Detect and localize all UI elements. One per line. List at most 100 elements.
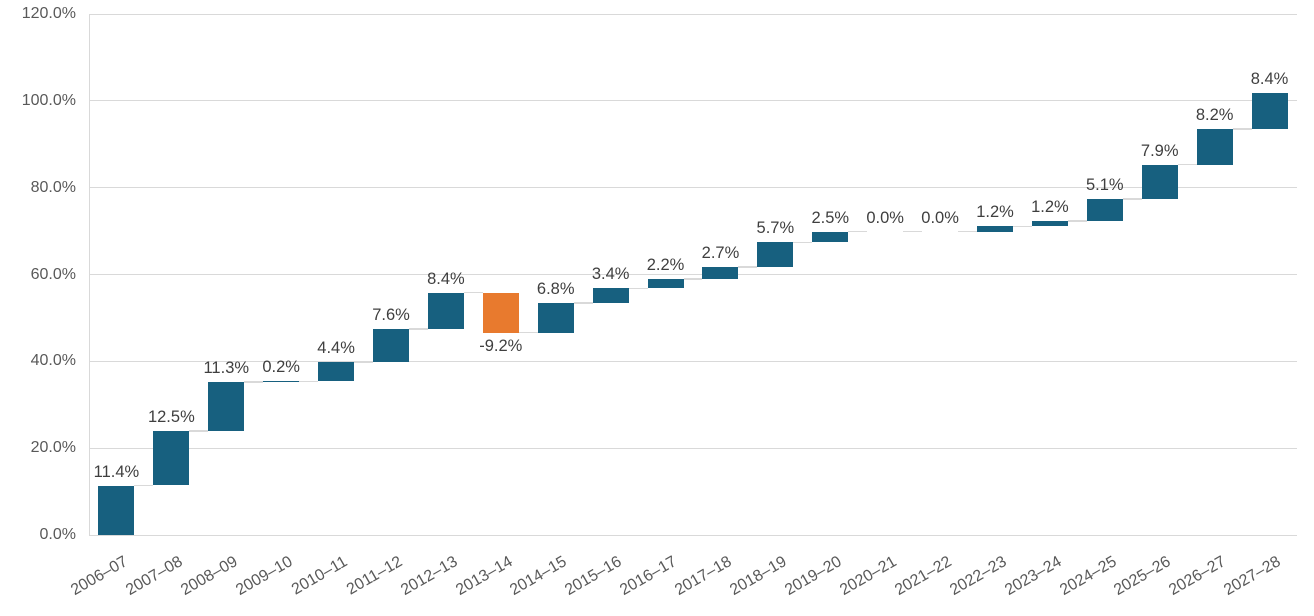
x-axis-tick-label: 2010–11 xyxy=(288,553,351,599)
bar-data-label: 1.2% xyxy=(1031,198,1069,217)
x-axis-tick-label: 2020–21 xyxy=(836,553,900,600)
y-axis-tick-label: 40.0% xyxy=(30,352,76,370)
waterfall-bar-increase xyxy=(1031,221,1068,227)
y-gridline xyxy=(89,274,1297,275)
x-axis-tick-label: 2017–18 xyxy=(672,553,735,600)
waterfall-bar-increase xyxy=(373,329,409,363)
waterfall-bar-increase xyxy=(812,231,849,243)
bar-data-label: -9.2% xyxy=(479,336,523,355)
x-axis-tick-label: 2026–27 xyxy=(1166,553,1229,600)
waterfall-connector xyxy=(518,331,538,334)
waterfall-bar-increase xyxy=(427,292,464,330)
waterfall-bar-increase xyxy=(757,242,794,268)
x-axis-tick-label: 2023–24 xyxy=(1001,553,1065,600)
bar-data-label: 8.2% xyxy=(1195,106,1234,125)
bar-data-label: 8.4% xyxy=(1250,69,1289,88)
waterfall-bar-increase xyxy=(647,278,684,289)
waterfall-connector xyxy=(299,380,319,383)
waterfall-connector xyxy=(1067,220,1087,222)
x-axis-tick-label: 2018–19 xyxy=(727,553,790,600)
waterfall-connector xyxy=(463,291,483,294)
waterfall-connector xyxy=(738,266,758,268)
bar-data-label: 5.1% xyxy=(1086,175,1124,194)
waterfall-bar-increase xyxy=(1196,129,1233,165)
waterfall-connector xyxy=(683,278,703,280)
y-axis-line xyxy=(89,14,90,535)
waterfall-bar-increase xyxy=(702,267,739,279)
waterfall-connector xyxy=(189,430,209,432)
bar-data-label: 5.7% xyxy=(756,219,795,238)
x-axis-tick-label: 2027–28 xyxy=(1221,553,1284,600)
x-axis-tick-label: 2011–12 xyxy=(343,553,406,599)
waterfall-bar-increase xyxy=(977,226,1013,232)
waterfall-bar-increase xyxy=(263,381,300,383)
bar-data-label: 12.5% xyxy=(147,408,195,427)
waterfall-connector xyxy=(1177,163,1197,166)
y-gridline xyxy=(89,13,1297,15)
y-gridline xyxy=(89,447,1297,449)
x-axis-tick-label: 2021–22 xyxy=(891,553,955,600)
waterfall-connector xyxy=(958,230,977,233)
waterfall-connector xyxy=(903,230,923,233)
y-gridline xyxy=(89,534,1297,536)
bar-data-label: 2.7% xyxy=(701,244,740,263)
bar-data-label: 0.2% xyxy=(262,358,300,377)
x-axis-tick-label: 2012–13 xyxy=(397,553,461,600)
bar-data-label: 8.4% xyxy=(427,269,465,288)
y-gridline xyxy=(89,360,1297,362)
x-axis-tick-label: 2016–17 xyxy=(617,553,680,600)
waterfall-bar-increase xyxy=(98,485,135,535)
waterfall-bar-increase xyxy=(592,288,629,304)
x-axis-tick-label: 2019–20 xyxy=(782,553,845,600)
waterfall-bar-increase xyxy=(1141,164,1178,199)
x-axis-tick-label: 2014–15 xyxy=(507,553,570,600)
waterfall-bar-decrease xyxy=(482,292,519,333)
bar-data-label: 3.4% xyxy=(591,265,630,284)
x-axis-tick-label: 2024–25 xyxy=(1056,553,1120,600)
waterfall-connector xyxy=(1122,198,1142,200)
waterfall-connector xyxy=(573,302,593,304)
x-axis-tick-label: 2025–26 xyxy=(1111,553,1174,600)
x-axis-tick-label: 2006–07 xyxy=(68,553,131,600)
bar-data-label: 2.2% xyxy=(646,255,685,274)
bar-data-label: 7.9% xyxy=(1140,141,1179,160)
waterfall-connector xyxy=(793,241,813,244)
y-gridline xyxy=(89,100,1297,102)
x-axis-tick-label: 2009–10 xyxy=(232,553,296,600)
bar-data-label: 6.8% xyxy=(536,280,575,299)
bar-data-label: 4.4% xyxy=(317,339,355,358)
waterfall-connector xyxy=(1232,128,1252,130)
y-gridline xyxy=(89,187,1297,189)
bar-data-label: 0.0% xyxy=(866,208,904,227)
waterfall-connector xyxy=(354,361,373,363)
x-axis-tick-label: 2007–08 xyxy=(123,553,186,600)
x-axis-tick-label: 2015–16 xyxy=(562,553,625,600)
bar-data-label: 2.5% xyxy=(811,208,850,227)
waterfall-bar-increase xyxy=(208,382,245,432)
y-axis-tick-label: 20.0% xyxy=(30,439,76,457)
y-axis-tick-label: 80.0% xyxy=(30,178,76,196)
waterfall-connector xyxy=(628,287,648,290)
bar-data-label: 0.0% xyxy=(921,208,959,227)
y-axis-tick-label: 60.0% xyxy=(30,265,76,283)
waterfall-connector xyxy=(1013,225,1032,228)
x-axis-tick-label: 2013–14 xyxy=(452,553,516,600)
waterfall-bar-increase xyxy=(1086,198,1123,222)
y-axis-tick-label: 0.0% xyxy=(39,526,76,543)
waterfall-bar-increase xyxy=(318,362,355,382)
bar-data-label: 1.2% xyxy=(976,203,1014,222)
bar-data-label: 11.3% xyxy=(203,359,250,378)
waterfall-connector xyxy=(244,381,264,383)
bar-data-label: 7.6% xyxy=(372,306,410,325)
y-axis-tick-label: 100.0% xyxy=(21,91,76,109)
x-axis-tick-label: 2008–09 xyxy=(178,553,241,600)
waterfall-connector xyxy=(848,230,868,233)
x-axis-tick-label: 2022–23 xyxy=(946,553,1010,600)
waterfall-connector xyxy=(134,484,154,487)
waterfall-bar-increase xyxy=(1251,92,1288,130)
waterfall-connector xyxy=(409,328,428,330)
waterfall-bar-increase xyxy=(153,431,190,486)
bar-data-label: 11.4% xyxy=(93,462,140,481)
waterfall-bar-increase xyxy=(537,303,574,333)
